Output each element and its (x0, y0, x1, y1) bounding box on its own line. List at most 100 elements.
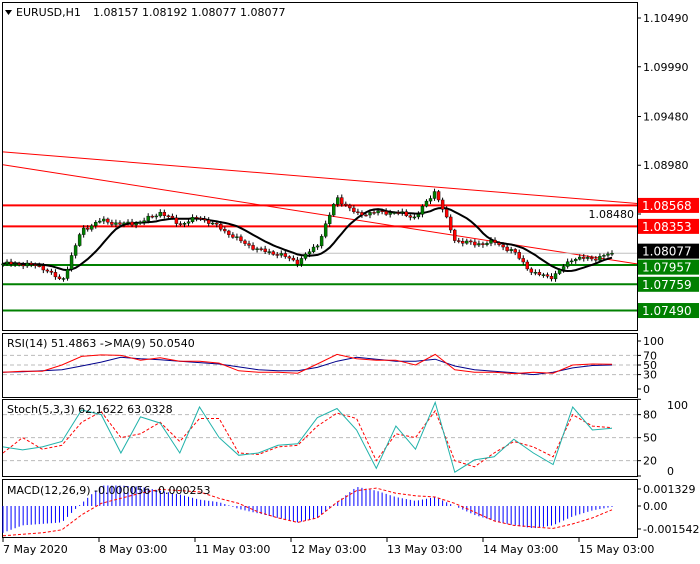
time-tick-label: 15 May 03:00 (579, 543, 654, 556)
stoch-title: Stoch(5,3,3) 62.1622 63.0328 (7, 403, 173, 416)
candle (231, 234, 235, 238)
candle (1, 263, 5, 266)
candle (602, 255, 606, 257)
price-tick-label: 1.10490 (643, 12, 689, 25)
candle (380, 210, 384, 213)
candle (574, 259, 578, 262)
candle (271, 251, 275, 255)
candle (98, 220, 102, 223)
indicator-tick-label: 0.001329 (643, 483, 696, 496)
candle (372, 212, 376, 214)
candle (178, 223, 183, 225)
candle (94, 222, 98, 226)
candle (45, 269, 50, 272)
candle (202, 218, 207, 221)
candle (440, 199, 445, 210)
candle (521, 258, 525, 263)
candle (340, 197, 344, 205)
candle (57, 276, 62, 279)
candle (186, 221, 191, 224)
candle (142, 220, 146, 223)
indicator-tick-label: 20 (643, 455, 657, 468)
rsi-line (2, 353, 613, 375)
candle (432, 191, 437, 199)
candle (303, 253, 308, 259)
candle (473, 241, 477, 246)
candle (453, 229, 457, 241)
candle (25, 262, 29, 267)
candle (384, 211, 388, 215)
candle (525, 261, 530, 270)
level-price-label: 1.08353 (642, 220, 692, 234)
indicator-tick-label: 100 (643, 335, 664, 348)
candle (408, 215, 413, 218)
candle (529, 268, 534, 273)
candle (219, 223, 223, 230)
price-tick-label: 1.09480 (643, 110, 689, 123)
candle (162, 212, 167, 216)
candle (299, 258, 304, 265)
level-price-box (638, 276, 699, 292)
candle (190, 217, 195, 222)
candle (332, 204, 336, 216)
level-price-box (638, 218, 699, 234)
main-pane[interactable] (2, 2, 638, 331)
indicator-tick-label: 80 (643, 409, 657, 422)
indicator-tick-label: 0 (643, 383, 650, 396)
candle (33, 264, 37, 266)
candle (509, 249, 513, 251)
candle (227, 230, 231, 235)
candle (150, 215, 154, 218)
ohlc-values: 1.08157 1.08192 1.08077 1.08077 (93, 6, 285, 19)
candle (154, 215, 158, 218)
candle (194, 217, 199, 219)
candle (557, 269, 562, 274)
candle (9, 261, 13, 265)
candle (565, 261, 570, 267)
indicator-tick-label: 50 (643, 432, 657, 445)
candle (307, 251, 312, 255)
candle (13, 263, 17, 265)
candle (126, 221, 130, 224)
level-price-box (638, 303, 699, 319)
candle (49, 270, 54, 273)
macd-title: MACD(12,26,9) -0.000056 -0.000253 (7, 484, 210, 497)
candle (251, 245, 255, 250)
candle (85, 227, 90, 230)
candle (493, 239, 497, 243)
price-tick-label: 1.08980 (643, 159, 689, 172)
candle (166, 215, 171, 217)
candle (412, 216, 417, 219)
candle (400, 211, 404, 213)
dropdown-triangle-icon[interactable] (5, 10, 12, 15)
candle (215, 222, 219, 225)
stoch-signal-line (2, 409, 613, 468)
candle (17, 263, 21, 266)
candle (327, 214, 332, 224)
candle (267, 251, 271, 253)
candle (158, 212, 162, 217)
candle (348, 204, 352, 209)
candle (21, 264, 25, 267)
candle (537, 272, 542, 275)
candle (606, 253, 610, 256)
candle (513, 249, 517, 253)
current-price-label: 1.08077 (642, 245, 692, 259)
candle (590, 257, 594, 260)
candle (235, 236, 239, 238)
indicator-tick-label: 50 (643, 359, 657, 372)
candle (368, 212, 372, 216)
candle (146, 215, 150, 221)
level-price-box (638, 197, 699, 213)
candle (279, 253, 283, 256)
candle (206, 219, 211, 224)
candle (352, 207, 356, 213)
candle (517, 252, 521, 259)
time-tick-label: 11 May 03:00 (195, 543, 270, 556)
candle (469, 240, 473, 243)
candle (295, 259, 300, 265)
candle (428, 198, 433, 202)
candle (37, 265, 41, 267)
trendline (2, 164, 638, 265)
